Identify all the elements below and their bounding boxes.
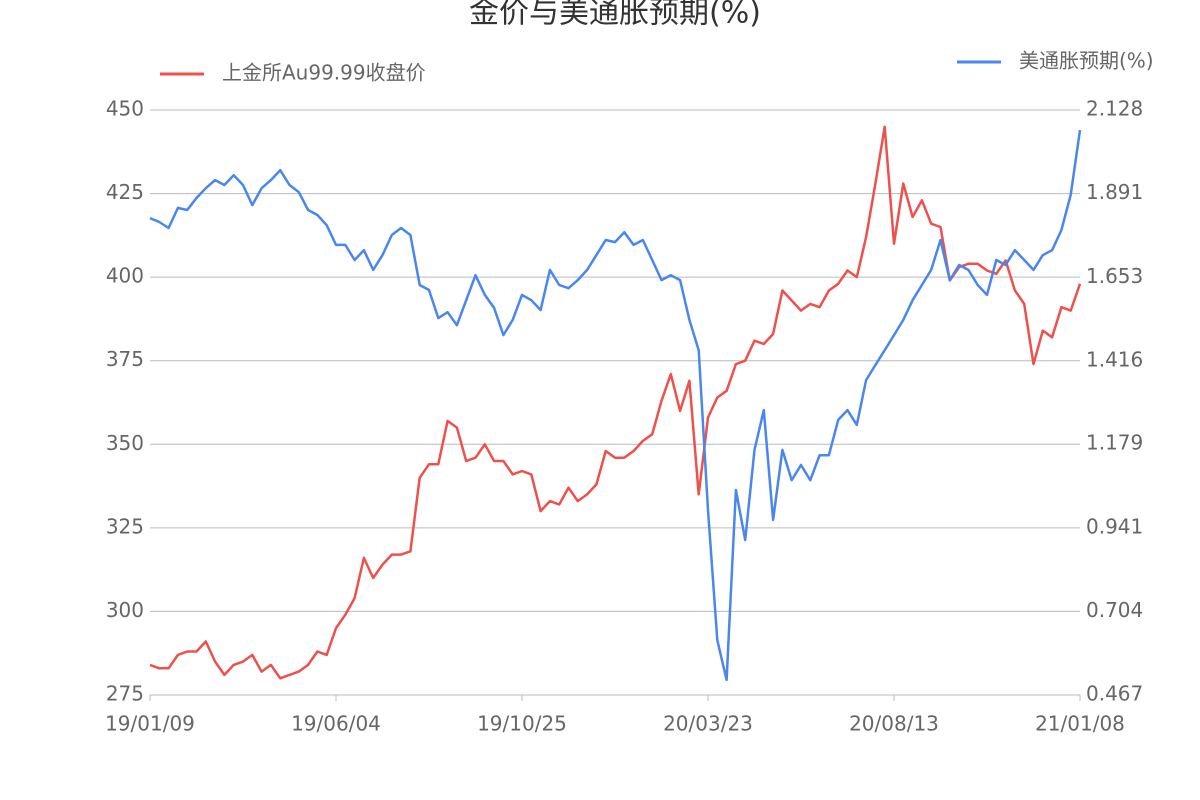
x-tick-label: 19/01/09 bbox=[105, 712, 195, 736]
y-tick-label: 350 bbox=[106, 431, 144, 455]
y-tick-label: 375 bbox=[106, 347, 144, 371]
y-tick-label: 300 bbox=[106, 598, 144, 622]
y2-tick-label: 0.941 bbox=[1086, 515, 1143, 539]
y2-tick-label: 1.891 bbox=[1086, 180, 1143, 204]
x-tick-label: 20/08/13 bbox=[849, 712, 939, 736]
y2-tick-label: 2.128 bbox=[1086, 97, 1143, 121]
series-line bbox=[149, 129, 1082, 682]
legend-label: 美通胀预期(%) bbox=[1019, 49, 1154, 73]
x-tick-label: 21/01/08 bbox=[1035, 712, 1125, 736]
y-tick-label: 400 bbox=[106, 264, 144, 288]
x-tick-label: 19/10/25 bbox=[477, 712, 567, 736]
y-tick-label: 275 bbox=[106, 682, 144, 706]
y2-tick-label: 0.467 bbox=[1086, 682, 1143, 706]
y-tick-label: 325 bbox=[106, 514, 144, 538]
chart-title: 金价与美通胀预期(%) bbox=[469, 0, 761, 31]
y2-tick-label: 0.704 bbox=[1086, 598, 1143, 622]
legend-label: 上金所Au99.99收盘价 bbox=[222, 61, 426, 85]
y2-tick-label: 1.416 bbox=[1086, 347, 1143, 371]
x-tick-label: 20/03/23 bbox=[663, 712, 753, 736]
y-tick-label: 450 bbox=[106, 97, 144, 121]
x-tick-label: 19/06/04 bbox=[291, 712, 381, 736]
series-line bbox=[149, 125, 1082, 680]
y2-tick-label: 1.653 bbox=[1086, 264, 1143, 288]
y-tick-label: 425 bbox=[106, 180, 144, 204]
y2-tick-label: 1.179 bbox=[1086, 431, 1143, 455]
